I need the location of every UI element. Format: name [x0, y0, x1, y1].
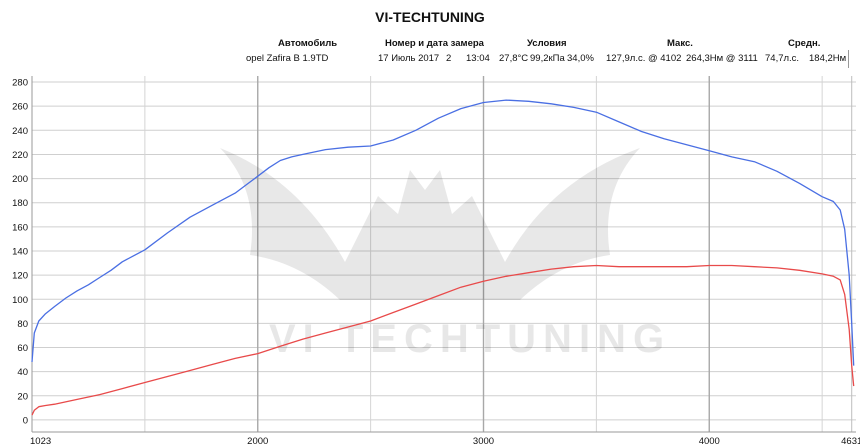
series-line-2: [31, 264, 855, 416]
watermark-bat-logo: [220, 148, 640, 300]
value-avg-power: 74,7л.с.: [765, 53, 800, 64]
x-tick-label: 1023: [30, 436, 51, 447]
value-time: 13:04: [466, 53, 490, 64]
value-pressure: 99,2кПа: [530, 53, 565, 64]
y-tick-label: 0: [23, 415, 28, 426]
y-tick-label: 140: [12, 246, 28, 257]
grid: [32, 76, 856, 432]
watermark-text: VI TECHTUNING: [269, 317, 671, 361]
y-tick-label: 120: [12, 271, 28, 282]
y-tick-label: 40: [17, 367, 28, 378]
value-temperature: 27,8°C: [499, 53, 529, 64]
header-conditions: Условия: [527, 38, 567, 49]
y-tick-label: 260: [12, 102, 28, 113]
value-max-torque: 264,3Нм @ 3111: [686, 53, 758, 64]
x-tick-label: 4000: [699, 436, 720, 447]
header-separator: [848, 50, 849, 68]
x-tick-label: 2000: [247, 436, 268, 447]
y-tick-label: 180: [12, 198, 28, 209]
series-lines: [31, 99, 855, 416]
y-tick-label: 20: [17, 391, 28, 402]
chart-title: VI-TECHTUNING: [375, 9, 485, 25]
y-tick-label: 60: [17, 343, 28, 354]
y-tick-label: 200: [12, 174, 28, 185]
y-tick-label: 100: [12, 295, 28, 306]
header-run: Номер и дата замера: [385, 38, 484, 49]
header-car: Автомобиль: [278, 38, 338, 49]
y-tick-label: 80: [17, 319, 28, 330]
series-line-1: [31, 99, 855, 366]
header-avg: Средн.: [788, 38, 821, 49]
header-max: Макс.: [667, 38, 693, 49]
value-humidity: 34,0%: [567, 53, 594, 64]
x-tick-label: 4631: [841, 436, 860, 447]
value-avg-torque: 184,2Нм: [809, 53, 847, 64]
axes: 0 20 40 60 80 100 120 140 160 180 200 220 240 260 280 1…: [12, 76, 860, 447]
watermark: VI TECHTUNING: [220, 148, 671, 361]
x-tick-label: 3000: [473, 436, 494, 447]
y-tick-label: 280: [12, 78, 28, 89]
y-tick-label: 240: [12, 126, 28, 137]
value-car: opel Zafira B 1.9TD: [246, 53, 329, 64]
y-tick-label: 220: [12, 150, 28, 161]
y-tick-label: 160: [12, 222, 28, 233]
value-date: 17 Июль 2017: [378, 53, 440, 64]
value-run-number: 2: [446, 53, 452, 64]
value-max-power: 127,9л.с. @ 4102: [606, 53, 682, 64]
